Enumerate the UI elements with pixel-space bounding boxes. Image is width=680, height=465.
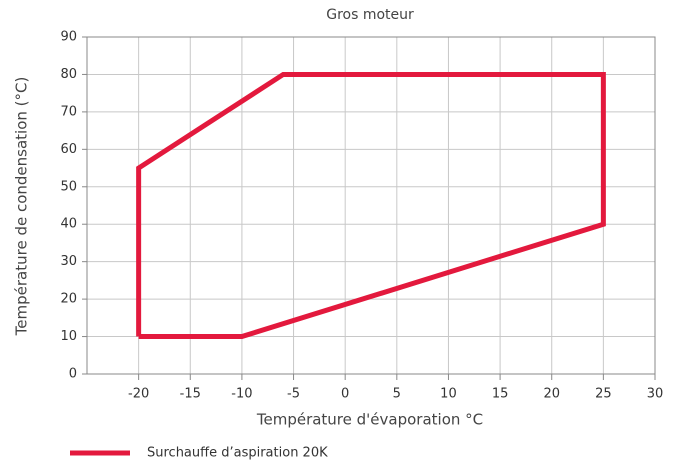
x-tick-label: 0 [341, 387, 349, 402]
chart-title: Gros moteur [326, 7, 414, 23]
series-line [136, 71, 606, 340]
y-tick-label: 0 [69, 367, 77, 382]
plot-frame [86, 36, 656, 375]
x-tick-label: -10 [231, 387, 252, 402]
x-tick-label: -20 [128, 387, 149, 402]
x-tick-label: 30 [647, 387, 664, 402]
x-tick-label: 5 [393, 387, 401, 402]
x-tick-label: 15 [492, 387, 509, 402]
x-tick-label: -5 [287, 387, 300, 402]
legend-label: Surchauffe d’aspiration 20K [147, 446, 328, 461]
y-axis-title: Température de condensation (°C) [13, 77, 31, 337]
y-tick-label: 10 [60, 329, 77, 344]
x-tick-label: -15 [180, 387, 201, 402]
y-tick-label: 90 [60, 30, 77, 45]
x-tick-label: 10 [440, 387, 457, 402]
y-tick-label: 80 [60, 67, 77, 82]
y-tick-label: 60 [60, 142, 77, 157]
y-tick-label: 40 [60, 217, 77, 232]
y-tick-label: 30 [60, 254, 77, 269]
y-tick-label: 70 [60, 104, 77, 119]
y-tick-label: 50 [60, 179, 77, 194]
x-tick-label: 20 [543, 387, 560, 402]
y-tick-label: 20 [60, 292, 77, 307]
x-axis-title: Température d'évaporation °C [256, 411, 483, 429]
x-tick-label: 25 [595, 387, 612, 402]
